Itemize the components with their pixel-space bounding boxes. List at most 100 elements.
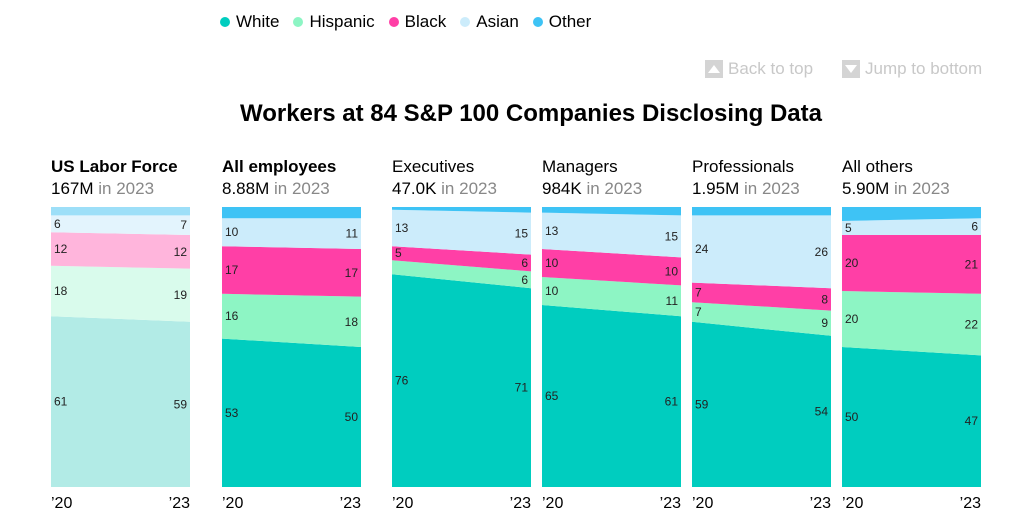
x-label-managers-end: ’23 (660, 495, 681, 512)
data-label-professionals-hispanic-2020: 7 (695, 305, 702, 319)
area-managers-hispanic (542, 277, 681, 317)
x-label-executives-end: ’23 (510, 495, 531, 512)
area-managers-black (542, 249, 681, 286)
area-us-labor-force-hispanic (51, 265, 190, 322)
area-all-employees-black (222, 246, 361, 297)
data-label-us-labor-force-black-2023: 12 (174, 245, 188, 259)
x-label-all-employees-end: ’23 (340, 495, 361, 512)
legend-label-other: Other (548, 12, 592, 31)
x-label-all-employees-start: ’20 (222, 495, 243, 512)
back-to-top-link[interactable]: Back to top (705, 59, 813, 79)
data-label-professionals-hispanic-2023: 9 (821, 316, 828, 330)
panel-total-professionals: 1.95M in 2023 (692, 179, 800, 198)
data-label-professionals-white-2020: 59 (695, 397, 709, 411)
legend-item-white: White (220, 12, 279, 32)
arrow-down-icon (842, 60, 860, 78)
panel-title-us-labor-force: US Labor Force (51, 157, 178, 176)
data-label-executives-asian-2023: 15 (515, 227, 529, 241)
data-label-managers-black-2023: 10 (665, 264, 679, 278)
data-label-executives-white-2020: 76 (395, 374, 409, 388)
legend-label-white: White (236, 12, 280, 31)
data-label-managers-hispanic-2020: 10 (545, 284, 559, 298)
data-label-all-others-black-2020: 20 (845, 256, 859, 270)
area-all-employees-white (222, 338, 361, 487)
data-label-all-others-asian-2020: 5 (845, 221, 852, 235)
chart-title: Workers at 84 S&P 100 Companies Disclosi… (239, 100, 822, 127)
data-label-executives-white-2023: 71 (515, 381, 529, 395)
legend-label-black: Black (404, 12, 447, 31)
data-label-all-others-asian-2023: 6 (971, 220, 978, 234)
area-all-others-asian (842, 218, 981, 235)
panel-title-managers: Managers (542, 157, 618, 176)
legend-dot-asian (460, 17, 471, 27)
data-label-managers-white-2020: 65 (545, 389, 559, 403)
data-label-professionals-white-2023: 54 (815, 404, 829, 418)
legend-dot-black (388, 17, 399, 27)
data-label-all-others-hispanic-2020: 20 (845, 312, 859, 326)
area-all-employees-hispanic (222, 293, 361, 347)
data-label-all-employees-hispanic-2020: 16 (225, 309, 239, 323)
area-us-labor-force-white (51, 316, 190, 487)
area-all-employees-other (222, 207, 361, 219)
legend-label-hispanic: Hispanic (309, 12, 375, 31)
x-label-professionals-start: ’20 (692, 495, 713, 512)
area-professionals-white (692, 321, 831, 487)
panel-total-us-labor-force: 167M in 2023 (51, 179, 154, 198)
data-label-professionals-black-2023: 8 (821, 292, 828, 306)
legend-dot-other (532, 17, 543, 27)
area-all-employees-asian (222, 218, 361, 249)
x-label-managers-start: ’20 (542, 495, 563, 512)
data-label-all-employees-asian-2023: 11 (346, 227, 359, 241)
data-label-executives-asian-2020: 13 (395, 221, 409, 235)
area-professionals-hispanic (692, 302, 831, 336)
x-label-us-labor-force-start: ’20 (51, 495, 72, 512)
data-label-all-others-hispanic-2023: 22 (965, 318, 979, 332)
panel-total-executives: 47.0K in 2023 (392, 179, 497, 198)
panel-title-executives: Executives (392, 157, 474, 176)
data-label-professionals-black-2020: 7 (695, 285, 702, 299)
data-label-us-labor-force-white-2023: 59 (174, 397, 188, 411)
data-label-us-labor-force-asian-2023: 7 (180, 218, 187, 232)
data-label-executives-black-2023: 6 (521, 256, 528, 270)
data-label-all-employees-hispanic-2023: 18 (345, 315, 359, 329)
jump-to-bottom-label: Jump to bottom (865, 59, 983, 78)
jump-to-bottom-link[interactable]: Jump to bottom (842, 59, 982, 79)
panel-title-all-others: All others (842, 157, 913, 176)
data-label-all-employees-black-2020: 17 (225, 263, 239, 277)
area-managers-other (542, 207, 681, 216)
legend-dot-white (220, 17, 230, 27)
data-label-professionals-asian-2020: 24 (695, 242, 709, 256)
data-label-all-others-white-2023: 47 (965, 414, 979, 428)
area-professionals-other (692, 207, 831, 216)
data-label-all-employees-white-2023: 50 (345, 410, 359, 424)
legend-item-black: Black (388, 12, 447, 32)
area-all-others-white (842, 347, 981, 487)
arrow-up-icon (705, 60, 723, 78)
area-executives-white (392, 274, 531, 487)
area-professionals-asian (692, 215, 831, 289)
legend: White Hispanic Black Asian Other (220, 12, 591, 32)
legend-item-other: Other (532, 12, 592, 32)
panel-title-professionals: Professionals (692, 157, 794, 176)
x-label-professionals-end: ’23 (810, 495, 831, 512)
data-label-all-employees-asian-2020: 10 (225, 225, 239, 239)
area-us-labor-force-asian (51, 215, 190, 235)
data-label-all-others-black-2023: 21 (965, 257, 979, 271)
data-label-us-labor-force-black-2020: 12 (54, 242, 68, 256)
area-executives-hispanic (392, 260, 531, 289)
legend-label-asian: Asian (476, 12, 519, 31)
area-executives-asian (392, 209, 531, 255)
data-label-us-labor-force-hispanic-2023: 19 (174, 288, 188, 302)
data-label-executives-hispanic-2023: 6 (521, 273, 528, 287)
legend-item-hispanic: Hispanic (293, 12, 375, 32)
data-label-all-employees-white-2020: 53 (225, 406, 239, 420)
legend-item-asian: Asian (460, 12, 519, 32)
data-label-professionals-asian-2023: 26 (815, 245, 829, 259)
data-label-all-others-white-2020: 50 (845, 410, 859, 424)
area-professionals-black (692, 282, 831, 311)
data-label-managers-white-2023: 61 (665, 395, 679, 409)
x-label-all-others-end: ’23 (960, 495, 981, 512)
area-managers-asian (542, 212, 681, 258)
area-all-others-other (842, 207, 981, 221)
